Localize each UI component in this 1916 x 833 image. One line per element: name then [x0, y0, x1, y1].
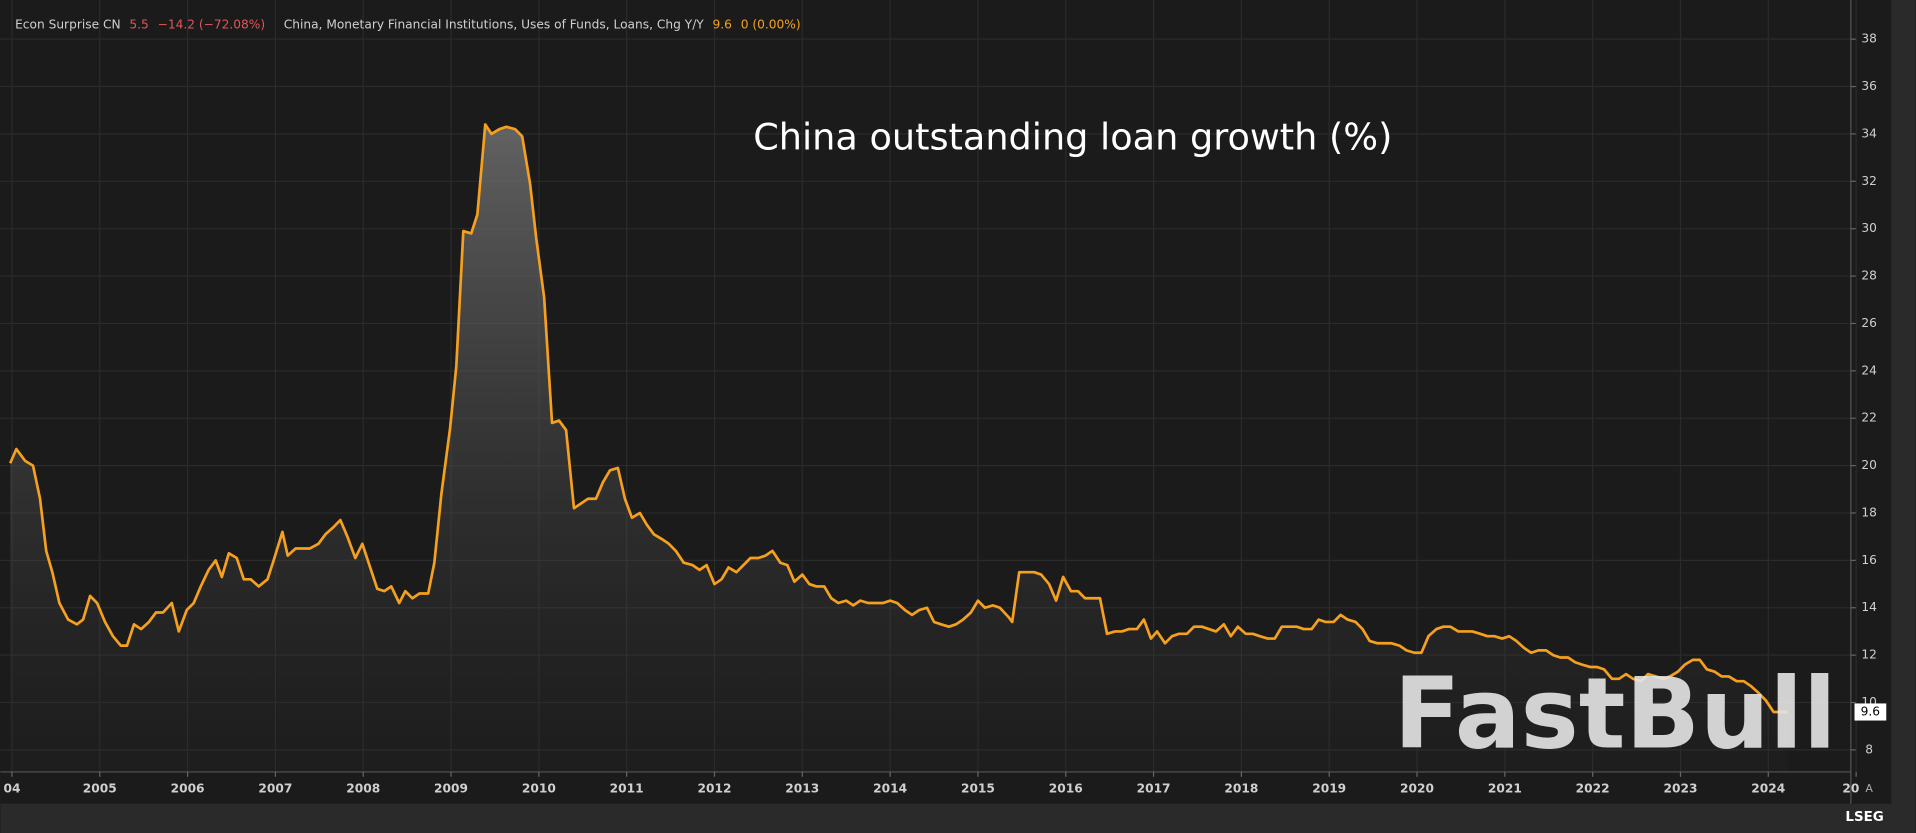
y-tick-label: 18 [1861, 505, 1877, 519]
area-fill [10, 124, 1788, 772]
chart-title: China outstanding loan growth (%) [753, 116, 1392, 159]
x-tick-label: 2018 [1224, 782, 1258, 796]
x-tick-label: 04 [3, 782, 20, 796]
x-tick-label: 2024 [1751, 782, 1785, 796]
legend-value: 9.6 [713, 17, 732, 31]
watermark: FastBull [1394, 657, 1837, 771]
line [8, 123, 1788, 714]
x-tick-label: 2020 [1400, 782, 1434, 796]
legend-change: −14.2 (−72.08%) [158, 17, 266, 31]
y-tick-label: 12 [1861, 648, 1877, 662]
x-tick-label: 2022 [1576, 782, 1610, 796]
y-tick-label: 30 [1861, 221, 1877, 235]
x-tick-label: 2014 [873, 782, 907, 796]
y-tick-label: 16 [1861, 553, 1877, 567]
y-tick-label: 26 [1861, 316, 1877, 330]
y-tick-label: 38 [1861, 32, 1877, 46]
x-tick-label: 2017 [1137, 782, 1171, 796]
x-tick-label: 2009 [434, 782, 468, 796]
x-tick-label: 2006 [171, 782, 205, 796]
auto-scale-button[interactable]: A [1865, 782, 1873, 795]
x-tick-label: 2021 [1488, 782, 1522, 796]
x-tick-label: 2023 [1663, 782, 1697, 796]
y-tick-label: 20 [1861, 458, 1877, 472]
x-tick-label: 2015 [961, 782, 995, 796]
legend-value: 5.5 [129, 17, 148, 31]
y-tick-label: 8 [1865, 742, 1873, 756]
x-tick-label: 2008 [346, 782, 380, 796]
y-tick-label: 34 [1861, 126, 1877, 140]
x-tick-label: 2016 [1049, 782, 1083, 796]
data-layer [8, 123, 1788, 772]
x-tick-label: 2011 [610, 782, 644, 796]
x-tick-label: 2007 [258, 782, 292, 796]
last-value-tag [1854, 703, 1887, 721]
legend-name: China, Monetary Financial Institutions, … [284, 17, 705, 31]
x-tick-label: 2012 [698, 782, 732, 796]
x-tick-label: 2013 [785, 782, 819, 796]
y-tick-label: 24 [1861, 363, 1877, 377]
y-tick-label: 28 [1861, 269, 1877, 283]
x-tick-label: 2005 [83, 782, 117, 796]
legend-name: Econ Surprise CN [15, 17, 121, 31]
y-tick-label: 22 [1861, 411, 1877, 425]
legend-change: 0 (0.00%) [741, 17, 801, 31]
y-tick-label: 36 [1861, 79, 1877, 93]
footer-logo: LSEG [1845, 810, 1883, 825]
x-tick-label: 2010 [522, 782, 556, 796]
x-tick-label: 20 [1842, 782, 1859, 796]
last-value-label: 9.6 [1861, 704, 1880, 718]
x-tick-label: 2019 [1312, 782, 1346, 796]
y-tick-label: 32 [1861, 174, 1877, 188]
legend-header: Econ Surprise CN 5.5 −14.2 (−72.08%) Chi… [15, 17, 801, 31]
y-tick-label: 14 [1861, 600, 1877, 614]
